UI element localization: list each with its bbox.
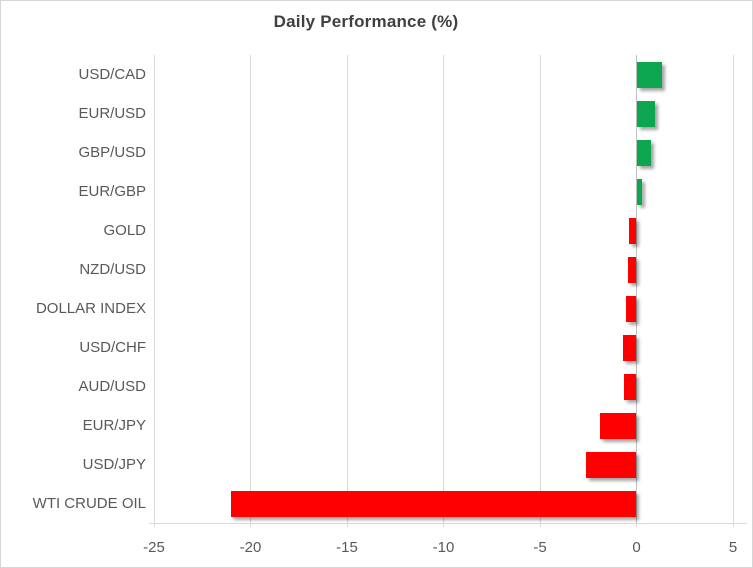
bar-gbp-usd xyxy=(637,139,651,166)
bar-nzd-usd xyxy=(627,256,637,283)
gridline--15 xyxy=(346,55,348,527)
category-label-dollar-index: DOLLAR INDEX xyxy=(35,299,146,317)
category-label-usd-jpy: USD/JPY xyxy=(82,455,146,473)
category-label-gbp-usd: GBP/USD xyxy=(78,143,146,161)
category-label-eur-gbp: EUR/GBP xyxy=(78,182,146,200)
bar-usd-cad xyxy=(637,61,663,88)
chart-title: Daily Performance (%) xyxy=(273,12,459,31)
x-tick-label: -15 xyxy=(336,539,358,556)
x-axis-line xyxy=(149,523,747,524)
bar-aud-usd xyxy=(623,373,637,400)
x-tick-label: -20 xyxy=(239,539,262,556)
bar-eur-usd xyxy=(637,100,656,127)
gridline--10 xyxy=(443,55,444,527)
bar-eur-jpy xyxy=(599,412,637,439)
gridline--5 xyxy=(539,55,541,527)
category-label-gold: GOLD xyxy=(103,221,146,239)
bar-dollar-index xyxy=(625,295,637,322)
category-label-usd-cad: USD/CAD xyxy=(78,65,146,83)
x-tick-label: 0 xyxy=(632,539,641,556)
category-label-nzd-usd: NZD/USD xyxy=(79,260,146,278)
bar-eur-gbp xyxy=(637,178,642,205)
x-tick-label: -25 xyxy=(143,539,165,556)
zero-axis-line xyxy=(636,55,637,523)
bar-wti-crude-oil xyxy=(231,490,637,517)
category-label-eur-usd: EUR/USD xyxy=(78,104,146,122)
x-tick-label: -5 xyxy=(533,539,547,556)
gridline-5 xyxy=(732,55,734,527)
bar-usd-chf xyxy=(622,334,637,361)
x-tick-label: 5 xyxy=(728,539,738,556)
category-label-usd-chf: USD/CHF xyxy=(79,338,146,356)
category-label-eur-jpy: EUR/JPY xyxy=(82,416,146,434)
gridline--25 xyxy=(153,55,155,527)
bar-gold xyxy=(628,217,637,244)
x-tick-label: -10 xyxy=(432,539,455,556)
category-label-wti-crude-oil: WTI CRUDE OIL xyxy=(32,494,146,512)
bar-usd-jpy xyxy=(586,451,637,478)
gridline--20 xyxy=(250,55,251,527)
category-label-aud-usd: AUD/USD xyxy=(78,377,146,395)
